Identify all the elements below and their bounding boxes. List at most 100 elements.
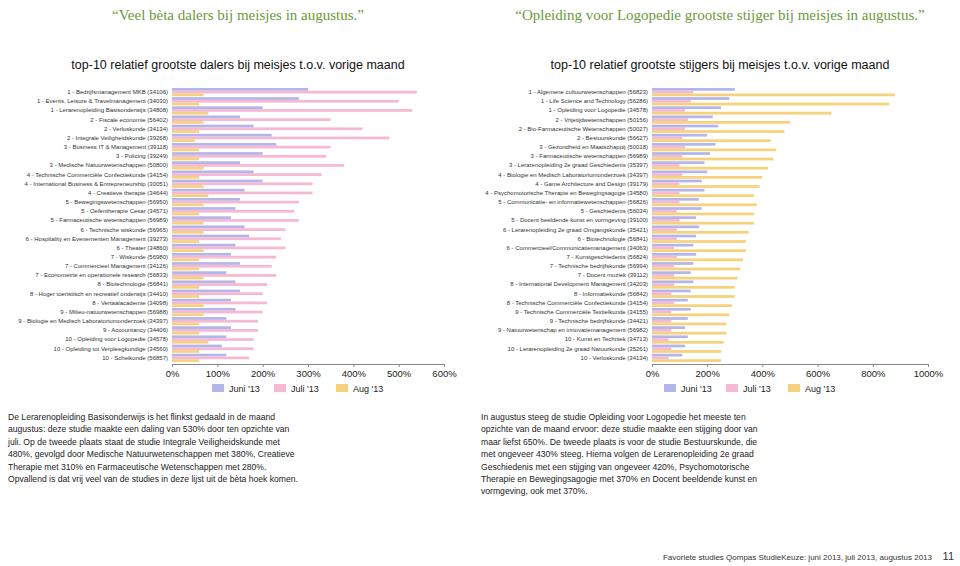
bar bbox=[652, 299, 688, 302]
category-label: 6 - Lerarenopleiding 2e graad Omgangskun… bbox=[503, 227, 648, 233]
bar bbox=[172, 332, 199, 335]
bar bbox=[652, 347, 671, 350]
bar bbox=[172, 146, 331, 149]
category-tick: 6 - Hospitality en Evenementen Managemen… bbox=[26, 236, 171, 242]
bar bbox=[652, 164, 680, 167]
category-tick: 7 - Commercieel Management (34126) bbox=[65, 263, 171, 269]
bar bbox=[652, 106, 721, 109]
bar bbox=[172, 155, 326, 158]
category-label: 3 - Lerarenopleiding 2e graad Geschieden… bbox=[509, 162, 648, 168]
category-tick: 4 - Game Architecture and Design (39179) bbox=[535, 181, 651, 187]
legend-label: Juli '13 bbox=[743, 384, 771, 394]
bar bbox=[172, 198, 240, 201]
category-label: 5 - Docent beeldende kunst en vormgeving… bbox=[511, 217, 648, 223]
category-label: 5 - Bewegingswetenschappen (56950) bbox=[66, 199, 168, 205]
bar bbox=[652, 357, 669, 360]
tick-mark bbox=[217, 364, 218, 367]
bar bbox=[652, 115, 713, 118]
tick-mark bbox=[263, 364, 264, 367]
category-label: 8 - Informatiekunde (56842) bbox=[574, 291, 648, 297]
bar bbox=[652, 146, 685, 149]
bar bbox=[172, 345, 222, 348]
headline: “Opleiding voor Logopedie grootste stijg… bbox=[515, 7, 925, 23]
chart-title: top-10 relatief grootste stijgers bij me… bbox=[551, 58, 890, 72]
category-label: 10 - Scheikunde (56857) bbox=[102, 355, 168, 361]
tick: 200% bbox=[696, 364, 721, 379]
category-tick: 7 - Kunstgeschiedenis (56824) bbox=[567, 254, 651, 260]
category-tick: 3 - Farmaceutische wetenschappen (56989) bbox=[531, 153, 651, 159]
bar bbox=[652, 167, 768, 170]
category-label: 7 - Docent muziek (39112) bbox=[578, 272, 648, 278]
bar bbox=[172, 338, 254, 341]
category-label: 10 - Opleiding tot Verpleegkundige (3456… bbox=[54, 346, 168, 352]
category-tick: 8 - Biotechnologie (56841) bbox=[98, 281, 171, 287]
bar bbox=[172, 210, 294, 213]
bar bbox=[652, 258, 743, 261]
bar bbox=[172, 115, 240, 118]
bar bbox=[652, 225, 699, 228]
bar bbox=[172, 313, 204, 316]
tick-label: 600% bbox=[432, 368, 457, 379]
bar bbox=[172, 100, 399, 103]
category-tick: 6 - Technische wiskunde (56965) bbox=[80, 227, 171, 233]
category-label: 9 - Technische Commerciële Textielkunde … bbox=[515, 309, 648, 315]
bar bbox=[172, 106, 263, 109]
bar bbox=[172, 271, 226, 274]
category-tick: 7 - Technische bedrijfskunde (56994) bbox=[550, 263, 651, 269]
category-label: 7 - Wiskunde (56980) bbox=[111, 254, 168, 260]
bar bbox=[652, 329, 671, 332]
bar bbox=[652, 308, 691, 311]
bar bbox=[652, 161, 704, 164]
bar bbox=[172, 225, 245, 228]
tick: 600% bbox=[432, 364, 457, 379]
tick-label: 0% bbox=[166, 368, 180, 379]
bar bbox=[172, 299, 231, 302]
bar bbox=[172, 109, 412, 112]
bar bbox=[652, 249, 746, 252]
category-label: 3 - Business IT & Management (39118) bbox=[64, 144, 168, 150]
category-tick: 9 - Milieu-natuurwetenschappen (56988) bbox=[60, 309, 171, 315]
bar bbox=[172, 130, 199, 133]
category-tick: 6 - Biotechnologie (56841) bbox=[578, 236, 651, 242]
category-tick: 2 - Bio-Farmaceutische Wetenschappen (50… bbox=[519, 126, 651, 132]
category-tick: 2 - Bestuurskunde (56627) bbox=[577, 135, 651, 141]
category-tick: 1 - Bedrijfsmanagement MKB (34106) bbox=[67, 89, 171, 95]
category-tick: 10 - Lerarenopleiding 2e graad Natuurkun… bbox=[508, 346, 651, 352]
bar bbox=[172, 277, 204, 280]
tick: 200% bbox=[251, 364, 276, 379]
category-tick: 6 - Lerarenopleiding 2e graad Omgangskun… bbox=[503, 227, 651, 233]
category-tick: 2 - Fiscale economie (56402) bbox=[90, 117, 171, 123]
bar bbox=[652, 176, 762, 179]
tick: 300% bbox=[296, 364, 321, 379]
tick-label: 800% bbox=[861, 368, 886, 379]
legend-swatch bbox=[726, 384, 738, 392]
tick-mark bbox=[652, 364, 653, 367]
tick: 800% bbox=[861, 364, 886, 379]
category-tick: 5 - Docent beeldende kunst en vormgeving… bbox=[511, 217, 651, 223]
category-label: 4 - Game Architecture and Design (39179) bbox=[535, 181, 648, 187]
bar bbox=[172, 304, 204, 307]
category-tick: 1 - Lerarenopleiding Basisonderwijs (348… bbox=[51, 107, 171, 113]
tick-mark bbox=[928, 364, 929, 367]
category-label: 10 - Lerarenopleiding 2e graad Natuurkun… bbox=[508, 346, 648, 352]
bar bbox=[652, 207, 702, 210]
category-tick: 1 - Events, Leisure & Travelmanagement (… bbox=[37, 98, 171, 104]
tick-mark bbox=[353, 364, 354, 367]
bar bbox=[652, 118, 688, 121]
bar bbox=[172, 121, 204, 124]
bar bbox=[172, 182, 313, 185]
category-label: 8 - Hoger toeristisch en recreatief onde… bbox=[30, 291, 168, 297]
category-label: 8 - Vertaalacademie (34098) bbox=[92, 300, 168, 306]
category-tick: 7 - Docent muziek (39112) bbox=[578, 272, 651, 278]
bar bbox=[652, 286, 735, 289]
category-label: 1 - Bedrijfsmanagement MKB (34106) bbox=[67, 89, 168, 95]
category-tick: 9 - Technische Commerciële Textielkunde … bbox=[515, 309, 651, 315]
category-tick: 6 - Commercieel/Communicatiemanagement (… bbox=[507, 245, 651, 251]
category-label: 5 - Farmaceutische wetenschappen (56989) bbox=[51, 217, 168, 223]
bar bbox=[172, 164, 344, 167]
category-tick: 3 - Business IT & Management (39118) bbox=[64, 144, 171, 150]
bar bbox=[652, 158, 773, 161]
bar bbox=[652, 219, 680, 222]
tick-label: 600% bbox=[806, 368, 831, 379]
category-label: 8 - International Development Management… bbox=[510, 281, 648, 287]
